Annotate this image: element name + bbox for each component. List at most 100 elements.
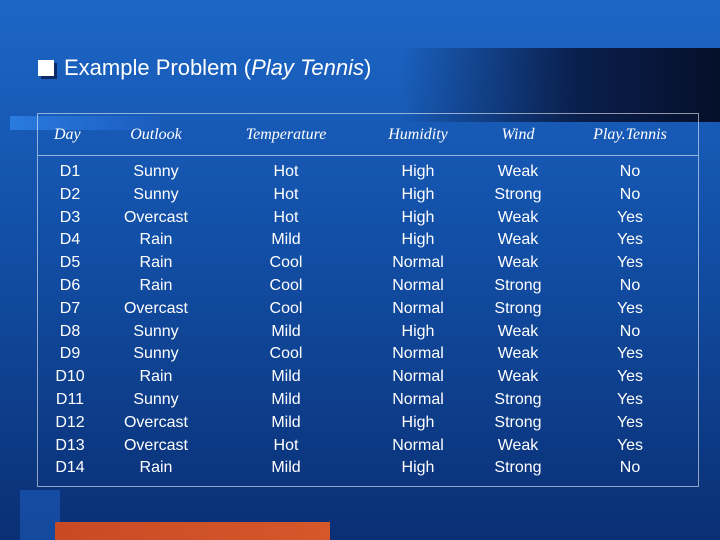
table-cell-day: D12	[55, 413, 85, 431]
table-cell-outlook: Overcast	[123, 208, 188, 226]
table-cell-wind: Strong	[494, 459, 542, 477]
table-cell-play: Yes	[616, 231, 644, 249]
table-cell-outlook: Sunny	[133, 185, 179, 203]
table-cell-temperature: Cool	[269, 254, 303, 272]
table-cell-humidity: Normal	[392, 299, 444, 317]
table-cell-day: D10	[55, 368, 85, 386]
column-humidity: High High High High Normal Normal Normal High No…	[362, 156, 474, 486]
table-cell-temperature: Mild	[271, 459, 301, 477]
table-cell-play: Yes	[616, 299, 644, 317]
table-cell-play: No	[619, 322, 641, 340]
table-cell-outlook: Rain	[139, 459, 173, 477]
table-cell-temperature: Hot	[273, 185, 299, 203]
table-cell-day: D3	[59, 208, 81, 226]
table-cell-humidity: High	[401, 185, 435, 203]
table-cell-humidity: Normal	[392, 390, 444, 408]
table-cell-wind: Strong	[494, 390, 542, 408]
table-cell-day: D8	[59, 322, 81, 340]
table-cell-play: Yes	[616, 254, 644, 272]
table-cell-wind: Strong	[494, 276, 542, 294]
table-cell-humidity: Normal	[392, 436, 444, 454]
table-cell-day: D7	[59, 299, 81, 317]
table-cell-outlook: Rain	[139, 276, 173, 294]
table-cell-outlook: Rain	[139, 231, 173, 249]
table-cell-wind: Strong	[494, 413, 542, 431]
table-cell-wind: Weak	[497, 231, 539, 249]
table-cell-day: D6	[59, 276, 81, 294]
table-cell-outlook: Overcast	[123, 299, 188, 317]
table-cell-outlook: Overcast	[123, 413, 188, 431]
header-wind: Wind	[501, 125, 535, 143]
column-outlook: Sunny Sunny Overcast Rain Rain Rain Overcast Su…	[102, 156, 210, 486]
table-cell-day: D5	[59, 254, 81, 272]
table-cell-temperature: Cool	[269, 276, 303, 294]
table-cell-wind: Strong	[494, 299, 542, 317]
table-cell-wind: Weak	[497, 368, 539, 386]
table-cell-play: Yes	[616, 436, 644, 454]
table-cell-wind: Weak	[497, 345, 539, 363]
title-suffix: )	[364, 55, 372, 80]
table-cell-outlook: Sunny	[133, 322, 179, 340]
table-cell-day: D2	[59, 185, 81, 203]
table-cell-play: Yes	[616, 368, 644, 386]
column-temperature: Hot Hot Hot Mild Cool Cool Cool Mild Cool Mild Mil…	[210, 156, 362, 486]
table-cell-temperature: Mild	[271, 231, 301, 249]
table-cell-temperature: Mild	[271, 390, 301, 408]
header-day: Day	[54, 125, 81, 143]
table-cell-day: D4	[59, 231, 81, 249]
decor-orange-bar	[55, 522, 330, 540]
table-header-row: Day Outlook Temperature Humidity Wind Pl…	[38, 114, 698, 156]
table-cell-outlook: Rain	[139, 368, 173, 386]
title-italic: Play Tennis	[251, 55, 364, 80]
table-cell-outlook: Sunny	[133, 345, 179, 363]
table-cell-play: Yes	[616, 345, 644, 363]
table-cell-temperature: Mild	[271, 368, 301, 386]
table-cell-day: D11	[55, 390, 85, 408]
table-cell-play: No	[619, 276, 641, 294]
table-cell-outlook: Rain	[139, 254, 173, 272]
table-cell-humidity: High	[401, 163, 435, 180]
table-cell-humidity: Normal	[392, 276, 444, 294]
table-cell-wind: Weak	[497, 322, 539, 340]
table-cell-day: D9	[59, 345, 81, 363]
slide-title: Example Problem (Play Tennis)	[38, 54, 371, 82]
table-cell-wind: Weak	[497, 163, 539, 180]
table-cell-temperature: Hot	[273, 163, 299, 180]
square-bullet-icon	[38, 60, 54, 76]
table-cell-outlook: Sunny	[133, 390, 179, 408]
table-cell-play: No	[619, 459, 641, 477]
header-temperature: Temperature	[245, 125, 327, 143]
decor-light-bar	[10, 116, 160, 130]
table-cell-outlook: Sunny	[133, 163, 179, 180]
column-play-tennis: No No Yes Yes Yes No Yes No Yes Yes Yes Yes Yes No	[562, 156, 698, 486]
title-prefix: Example Problem (	[64, 55, 252, 80]
table-cell-day: D14	[55, 459, 85, 477]
data-table: Day Outlook Temperature Humidity Wind Pl…	[37, 113, 699, 487]
table-cell-temperature: Cool	[269, 299, 303, 317]
column-day: D1 D2 D3 D4 D5 D6 D7 D8 D9 D10 D11 D12 D13 D14	[38, 156, 102, 486]
table-cell-humidity: High	[401, 208, 435, 226]
table-cell-play: Yes	[616, 390, 644, 408]
table-cell-outlook: Overcast	[123, 436, 188, 454]
table-cell-wind: Weak	[497, 254, 539, 272]
table-cell-humidity: High	[401, 413, 435, 431]
table-cell-humidity: Normal	[392, 368, 444, 386]
table-cell-wind: Weak	[497, 436, 539, 454]
slide-title-text: Example Problem (Play Tennis)	[64, 55, 371, 81]
table-cell-temperature: Hot	[273, 208, 299, 226]
table-cell-temperature: Hot	[273, 436, 299, 454]
table-cell-day: D1	[59, 163, 81, 180]
table-cell-temperature: Mild	[271, 322, 301, 340]
table-cell-day: D13	[55, 436, 85, 454]
decor-corner-block	[20, 490, 60, 540]
table-cell-humidity: High	[401, 459, 435, 477]
table-cell-temperature: Mild	[271, 413, 301, 431]
table-cell-wind: Strong	[494, 185, 542, 203]
table-body: D1 D2 D3 D4 D5 D6 D7 D8 D9 D10 D11 D12 D13 D14 Sunny S…	[38, 156, 698, 486]
header-humidity: Humidity	[388, 125, 448, 143]
header-outlook: Outlook	[130, 125, 182, 143]
table-cell-humidity: High	[401, 231, 435, 249]
table-cell-humidity: Normal	[392, 345, 444, 363]
table-cell-play: Yes	[616, 413, 644, 431]
header-play-tennis: Play.Tennis	[593, 125, 667, 143]
